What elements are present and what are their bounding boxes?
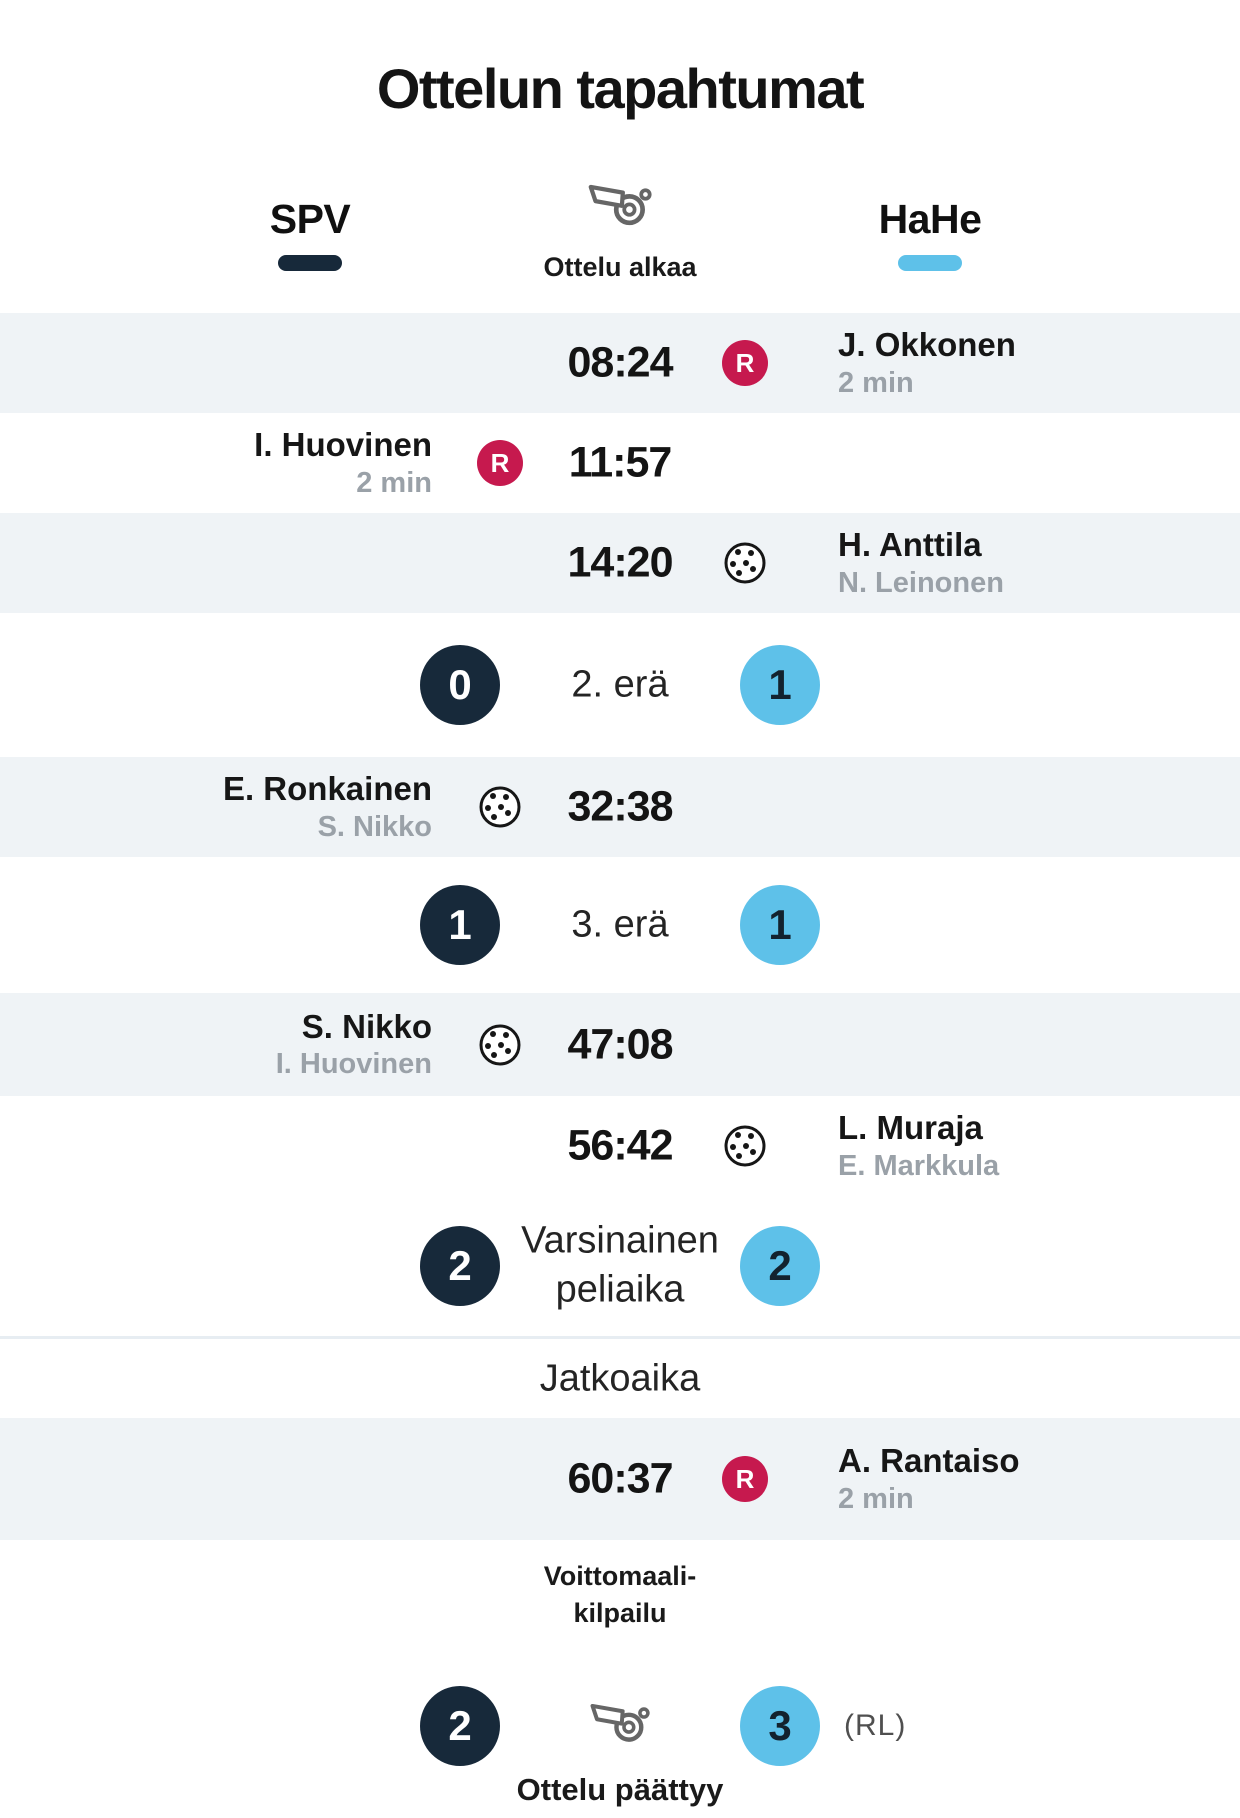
whistle-icon	[0, 176, 1240, 235]
goal-icon	[724, 1125, 766, 1167]
match-start-label: Ottelu alkaa	[543, 252, 697, 282]
player-name: J. Okkonen	[838, 326, 1016, 364]
event-time: 47:08	[567, 1020, 674, 1068]
period-score-text: 3. erä	[571, 903, 669, 946]
goal-icon	[724, 542, 766, 584]
goal-scorer-name: H. Anttila	[838, 526, 982, 564]
event-row-goal: S. Nikko I. Huovinen 47:08	[0, 993, 1240, 1096]
home-team-color-pill	[278, 255, 342, 271]
home-team-name: SPV	[269, 196, 351, 242]
assist-name: N. Leinonen	[838, 566, 1004, 599]
event-row-goal: 56:42 L. Muraja E. Markkula	[0, 1096, 1240, 1196]
goal-icon	[479, 1024, 521, 1065]
away-score-circle: 1	[740, 645, 820, 725]
final-score-row: 2 3 (RL) Ottelu päättyy	[0, 1650, 1240, 1818]
final-away-score: 3	[740, 1686, 820, 1766]
assist-name: I. Huovinen	[275, 1048, 432, 1081]
event-row-penalty: 08:24 R J. Okkonen 2 min	[0, 313, 1240, 413]
whistle-icon	[0, 1696, 1240, 1751]
event-time: 32:38	[567, 782, 674, 831]
overtime-label: Jatkoaika	[539, 1357, 701, 1399]
event-row-penalty: I. Huovinen 2 min R 11:57	[0, 413, 1240, 513]
final-home-score: 2	[420, 1686, 500, 1766]
penalty-duration: 2 min	[356, 466, 432, 499]
away-score-circle: 2	[740, 1226, 820, 1306]
score-row: 2 Varsinainen peliaika 2	[0, 1196, 1240, 1336]
assist-name: S. Nikko	[317, 810, 432, 843]
penalty-duration: 2 min	[838, 366, 914, 399]
event-row-penalty: 60:37 R A. Rantaiso 2 min	[0, 1418, 1240, 1540]
header: Ottelun tapahtumat SPV Ottelu alkaa HaHe	[0, 0, 1240, 313]
player-block: A. Rantaiso 2 min	[838, 1442, 1020, 1516]
penalty-icon: R	[722, 340, 768, 386]
period-score-text: 2. erä	[571, 663, 669, 706]
overtime-row: Jatkoaika	[0, 1336, 1240, 1418]
player-block: E. Ronkainen S. Nikko	[223, 770, 432, 844]
away-team-color-pill	[898, 255, 962, 271]
event-time: 08:24	[567, 338, 674, 387]
away-team-name: HaHe	[878, 196, 982, 242]
event-time: 60:37	[567, 1454, 674, 1503]
event-time: 14:20	[567, 538, 674, 587]
player-block: S. Nikko I. Huovinen	[276, 1008, 432, 1082]
score-row: 1 3. erä 1	[0, 857, 1240, 993]
period-score-label: 3. erä	[0, 900, 1240, 949]
event-time: 11:57	[568, 438, 673, 487]
player-block: H. Anttila N. Leinonen	[838, 526, 1004, 600]
player-name: A. Rantaiso	[838, 1442, 1020, 1480]
event-time: 56:42	[567, 1121, 674, 1170]
period-score-text: Varsinainen peliaika	[521, 1219, 719, 1311]
away-score-circle: 1	[740, 885, 820, 965]
player-block: I. Huovinen 2 min	[254, 426, 432, 500]
goal-scorer-name: L. Muraja	[838, 1109, 983, 1147]
event-row-goal: 14:20 H. Anttila N. Leinonen	[0, 513, 1240, 613]
penalty-icon: R	[477, 440, 523, 486]
event-row-goal: E. Ronkainen S. Nikko 32:38	[0, 757, 1240, 857]
home-score-circle: 2	[420, 1226, 500, 1306]
penalty-duration: 2 min	[838, 1482, 914, 1515]
home-score-circle: 1	[420, 885, 500, 965]
goal-icon	[479, 786, 521, 828]
shootout-note: (RL)	[844, 1709, 907, 1742]
home-score-circle: 0	[420, 645, 500, 725]
away-team: HaHe	[810, 196, 1050, 271]
shootout-label: Voittomaali- kilpailu	[0, 1558, 1240, 1633]
goal-scorer-name: S. Nikko	[301, 1007, 432, 1045]
home-team: SPV	[190, 196, 430, 271]
assist-name: E. Markkula	[838, 1149, 1000, 1182]
shootout-row: Voittomaali- kilpailu	[0, 1540, 1240, 1650]
goal-scorer-name: E. Ronkainen	[222, 770, 432, 808]
period-score-label: Varsinainen peliaika	[0, 1217, 1240, 1316]
player-name: I. Huovinen	[254, 426, 432, 464]
shootout-label-line1: Voittomaali-	[543, 1560, 697, 1591]
score-row: 0 2. erä 1	[0, 613, 1240, 757]
shootout-label-line2: kilpailu	[573, 1598, 667, 1628]
player-block: L. Muraja E. Markkula	[838, 1109, 999, 1183]
period-score-label: 2. erä	[0, 660, 1240, 709]
page-title: Ottelun tapahtumat	[376, 57, 865, 120]
penalty-icon: R	[722, 1456, 768, 1502]
player-block: J. Okkonen 2 min	[838, 326, 1016, 400]
match-end-label: Ottelu päättyy	[516, 1772, 724, 1807]
